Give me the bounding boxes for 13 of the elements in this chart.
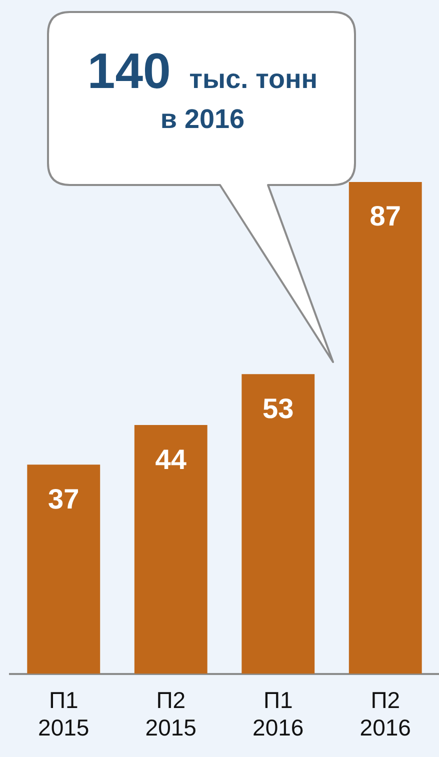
x-tick-label: П2 2015 <box>145 686 196 741</box>
x-tick-label: П2 2016 <box>360 686 411 741</box>
data-label: 53 <box>262 392 294 424</box>
data-label: 44 <box>155 444 187 475</box>
bar <box>27 464 100 674</box>
bar <box>134 425 208 674</box>
bar <box>348 182 422 674</box>
data-label: 37 <box>48 483 80 514</box>
text: 140 тыс. тонн в 2016 <box>86 43 319 136</box>
x-tick-label: П1 2015 <box>38 686 90 741</box>
bar <box>242 374 315 674</box>
x-tick-label: П1 2016 <box>252 686 304 741</box>
data-label: 87 <box>370 200 401 232</box>
